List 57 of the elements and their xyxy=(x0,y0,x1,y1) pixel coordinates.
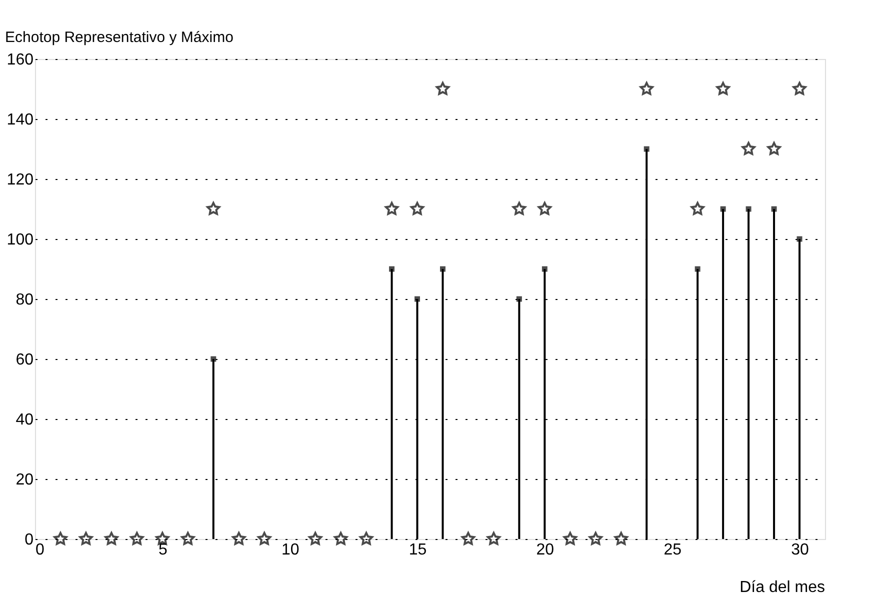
point xyxy=(588,532,602,545)
y-tick-label: 100 xyxy=(6,232,34,248)
point xyxy=(436,82,450,95)
point xyxy=(384,202,399,215)
y-tick-label: 60 xyxy=(16,352,34,368)
point xyxy=(742,142,756,155)
point xyxy=(206,202,220,215)
point xyxy=(130,532,144,545)
y-axis-title: Echotop Representativo y Máximo xyxy=(5,29,234,46)
point xyxy=(563,532,577,545)
point xyxy=(104,532,118,545)
point xyxy=(461,532,476,545)
point xyxy=(771,206,777,212)
point xyxy=(79,532,93,545)
point xyxy=(516,296,522,302)
x-tick-label: 25 xyxy=(664,542,682,558)
y-tick-label: 80 xyxy=(16,292,34,308)
point xyxy=(410,202,424,215)
x-tick-label: 20 xyxy=(536,542,554,558)
point xyxy=(644,146,650,152)
point xyxy=(512,202,526,215)
point xyxy=(210,356,216,362)
x-tick-label: 10 xyxy=(281,542,300,558)
point xyxy=(308,532,322,545)
point xyxy=(181,532,195,545)
point xyxy=(792,82,806,95)
point xyxy=(694,266,700,272)
point xyxy=(486,532,501,545)
point xyxy=(690,202,704,215)
point xyxy=(796,236,802,242)
y-tick-label: 20 xyxy=(16,472,34,488)
y-tick-label: 40 xyxy=(16,412,34,428)
point xyxy=(542,266,548,272)
x-tick-label: 15 xyxy=(408,542,427,558)
point xyxy=(614,532,628,545)
point xyxy=(359,532,374,545)
x-tick-label: 0 xyxy=(36,542,44,558)
point xyxy=(414,296,420,302)
y-tick-label: 140 xyxy=(6,112,34,128)
x-tick-label: 5 xyxy=(158,542,168,558)
point xyxy=(334,532,348,545)
point xyxy=(720,206,726,212)
y-tick-label: 120 xyxy=(6,172,34,188)
point xyxy=(746,206,752,212)
point xyxy=(440,266,446,272)
point xyxy=(640,82,654,95)
point xyxy=(389,266,395,272)
point xyxy=(54,532,68,545)
point xyxy=(716,82,730,95)
point xyxy=(538,202,552,215)
point xyxy=(232,532,246,545)
x-tick-label: 30 xyxy=(791,542,810,558)
y-tick-label: 160 xyxy=(6,52,34,68)
x-axis-title: Día del mes xyxy=(740,579,825,596)
point xyxy=(767,142,781,155)
point xyxy=(156,532,170,545)
point xyxy=(258,532,272,545)
